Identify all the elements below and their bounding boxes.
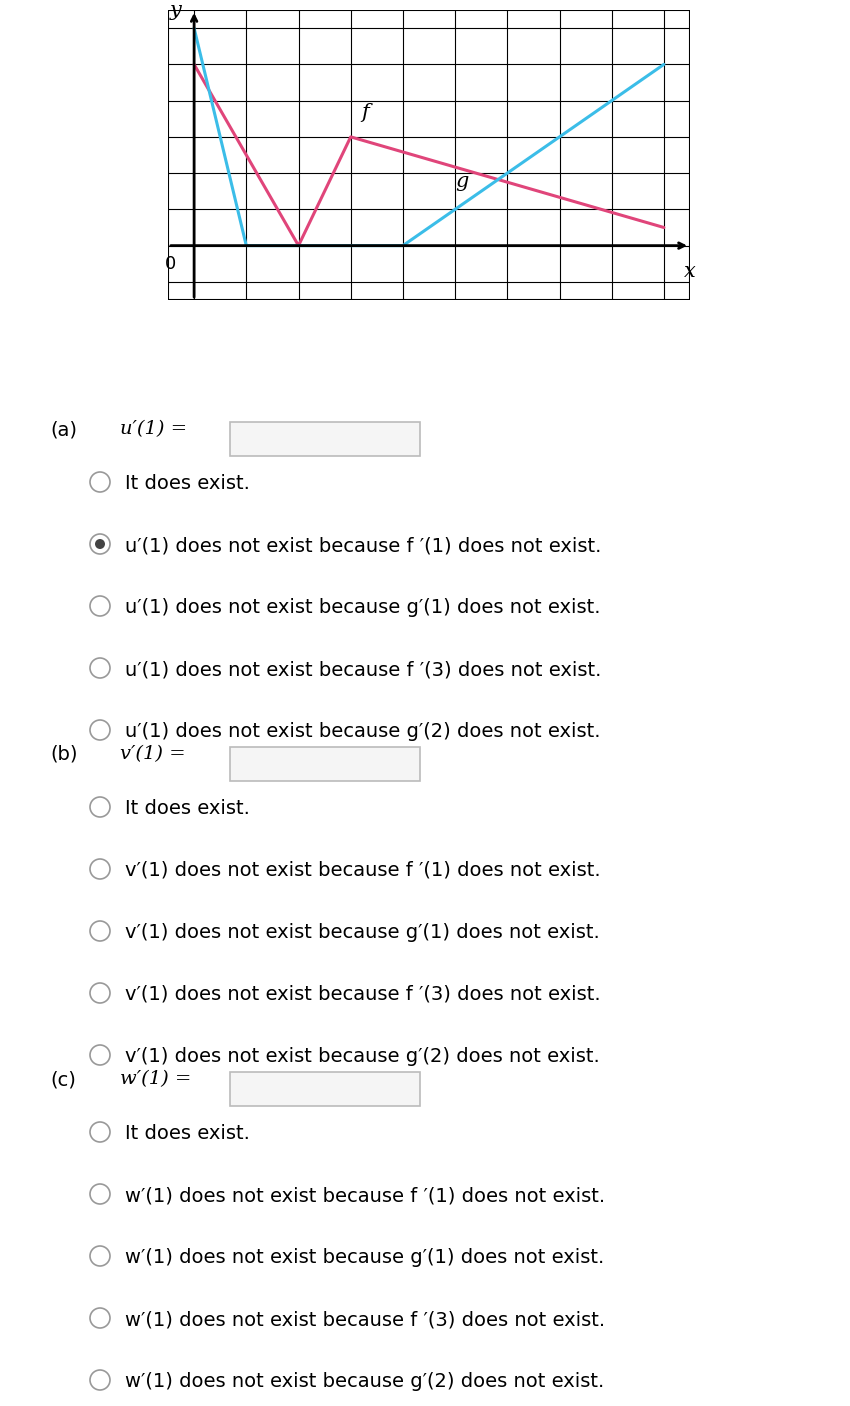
Circle shape [90,596,110,616]
Text: v′(1) =: v′(1) = [120,745,185,763]
Circle shape [90,983,110,1002]
Text: u′(1) does not exist because g′(2) does not exist.: u′(1) does not exist because g′(2) does … [125,723,600,741]
Text: It does exist.: It does exist. [125,1123,250,1143]
Circle shape [90,797,110,817]
Circle shape [90,1369,110,1391]
FancyBboxPatch shape [230,1071,420,1107]
Text: x: x [684,262,696,281]
Text: f: f [361,104,369,122]
Text: y: y [169,0,181,20]
Circle shape [90,1308,110,1329]
Circle shape [90,472,110,492]
FancyBboxPatch shape [230,747,420,780]
Text: w′(1) does not exist because f ′(1) does not exist.: w′(1) does not exist because f ′(1) does… [125,1187,605,1205]
Circle shape [90,1045,110,1064]
Circle shape [90,658,110,678]
Text: w′(1) does not exist because g′(2) does not exist.: w′(1) does not exist because g′(2) does … [125,1372,604,1391]
Text: u′(1) does not exist because f ′(3) does not exist.: u′(1) does not exist because f ′(3) does… [125,659,601,679]
Text: (c): (c) [50,1070,76,1090]
Text: 0: 0 [165,254,176,273]
Circle shape [90,859,110,879]
Text: It does exist.: It does exist. [125,799,250,818]
Circle shape [90,921,110,941]
Text: w′(1) =: w′(1) = [120,1070,191,1088]
Text: It does exist.: It does exist. [125,474,250,494]
Circle shape [90,1122,110,1142]
Text: w′(1) does not exist because f ′(3) does not exist.: w′(1) does not exist because f ′(3) does… [125,1310,605,1329]
FancyBboxPatch shape [230,422,420,456]
Circle shape [90,1246,110,1265]
Text: v′(1) does not exist because f ′(1) does not exist.: v′(1) does not exist because f ′(1) does… [125,860,601,880]
Text: u′(1) does not exist because g′(1) does not exist.: u′(1) does not exist because g′(1) does … [125,598,600,617]
Circle shape [95,538,105,548]
Text: (b): (b) [50,745,77,763]
Text: w′(1) does not exist because g′(1) does not exist.: w′(1) does not exist because g′(1) does … [125,1249,604,1267]
Text: v′(1) does not exist because f ′(3) does not exist.: v′(1) does not exist because f ′(3) does… [125,986,601,1004]
Circle shape [90,720,110,740]
Text: u′(1) does not exist because f ′(1) does not exist.: u′(1) does not exist because f ′(1) does… [125,536,601,555]
Text: (a): (a) [50,420,77,439]
Text: g: g [455,173,468,191]
Text: u′(1) =: u′(1) = [120,420,187,439]
Text: v′(1) does not exist because g′(2) does not exist.: v′(1) does not exist because g′(2) does … [125,1047,600,1066]
Circle shape [90,1184,110,1204]
Circle shape [90,534,110,554]
Text: v′(1) does not exist because g′(1) does not exist.: v′(1) does not exist because g′(1) does … [125,922,600,942]
